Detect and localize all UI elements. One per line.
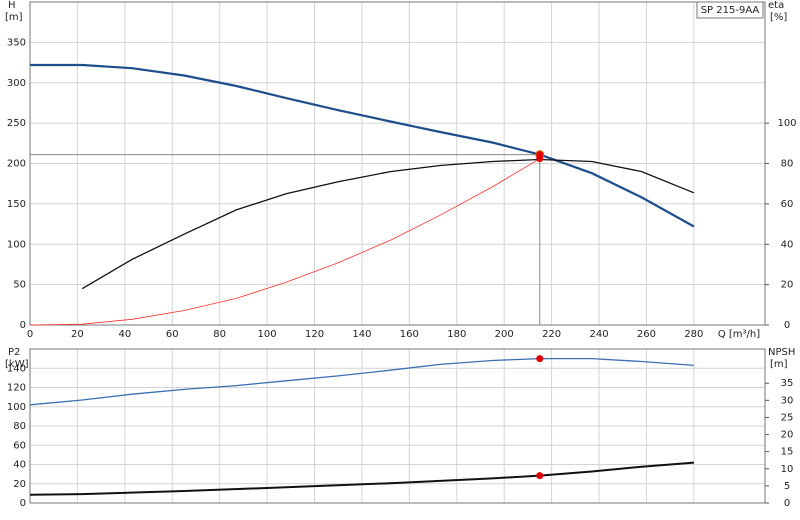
x-axis-label: Q [m³/h]	[718, 329, 760, 340]
y-tick-label: 80	[13, 421, 26, 432]
y2-tick-label: 0	[784, 498, 790, 509]
x-tick-label: 0	[27, 329, 33, 340]
y2-axis-unit: [m]	[770, 359, 788, 370]
x-tick-label: 240	[589, 329, 608, 340]
operating-marker	[536, 355, 544, 363]
y2-tick-label: 80	[781, 159, 794, 170]
y-tick-label: 40	[13, 460, 26, 471]
y2-tick-label: 25	[781, 412, 794, 423]
x-tick-label: 280	[684, 329, 703, 340]
y-axis-label: P2	[8, 347, 20, 358]
y2-tick-label: 60	[781, 199, 794, 210]
x-tick-label: 180	[447, 329, 466, 340]
curve-label: SP 215-9AA	[701, 5, 760, 16]
x-tick-label: 260	[637, 329, 656, 340]
x-tick-label: 20	[71, 329, 84, 340]
x-tick-label: 200	[495, 329, 514, 340]
x-tick-label: 40	[118, 329, 131, 340]
y2-tick-label: 40	[781, 239, 794, 250]
y-tick-label: 120	[7, 383, 26, 394]
y-tick-label: 350	[7, 37, 26, 48]
y-axis-label: H	[8, 0, 16, 11]
y2-tick-label: 35	[781, 378, 794, 389]
y-tick-label: 100	[7, 402, 26, 413]
y-tick-label: 250	[7, 118, 26, 129]
curve-npsh	[29, 461, 694, 496]
y-tick-label: 60	[13, 440, 26, 451]
curve-p2	[29, 357, 694, 406]
operating-marker	[536, 472, 544, 480]
y-axis-unit: [kW]	[5, 359, 29, 370]
x-tick-label: 80	[213, 329, 226, 340]
label-box	[696, 1, 764, 19]
y2-axis-unit: [%]	[770, 12, 787, 23]
y-tick-label: 200	[7, 159, 26, 170]
y-tick-label: 0	[20, 498, 26, 509]
y-tick-label: 50	[13, 280, 26, 291]
x-tick-label: 220	[542, 329, 561, 340]
y2-tick-label: 30	[781, 395, 794, 406]
curve-h	[30, 63, 695, 228]
y-tick-label: 150	[7, 199, 26, 210]
y2-tick-label: 10	[781, 464, 794, 475]
y-tick-label: 100	[7, 239, 26, 250]
y-tick-label: 20	[13, 479, 26, 490]
y-tick-label: 0	[20, 320, 26, 331]
x-tick-label: 160	[400, 329, 419, 340]
plot-frame	[29, 1, 766, 326]
y2-axis-label: eta	[768, 0, 784, 11]
plot-frame	[29, 348, 766, 504]
x-tick-label: 100	[258, 329, 277, 340]
y2-tick-label: 0	[784, 320, 790, 331]
y2-tick-label: 20	[781, 280, 794, 291]
y2-tick-label: 5	[784, 481, 790, 492]
x-tick-label: 120	[305, 329, 324, 340]
y-tick-label: 140	[7, 363, 26, 374]
y-axis-unit: [m]	[5, 12, 23, 23]
x-tick-label: 60	[166, 329, 179, 340]
x-tick-label: 140	[352, 329, 371, 340]
y2-tick-label: 100	[777, 118, 796, 129]
y2-tick-label: 15	[781, 447, 794, 458]
y2-axis-label: NPSH	[768, 347, 795, 358]
y-tick-label: 300	[7, 78, 26, 89]
curve-system	[29, 158, 541, 326]
operating-marker	[536, 155, 544, 163]
y2-tick-label: 20	[781, 430, 794, 441]
curve-eta	[81, 158, 695, 290]
